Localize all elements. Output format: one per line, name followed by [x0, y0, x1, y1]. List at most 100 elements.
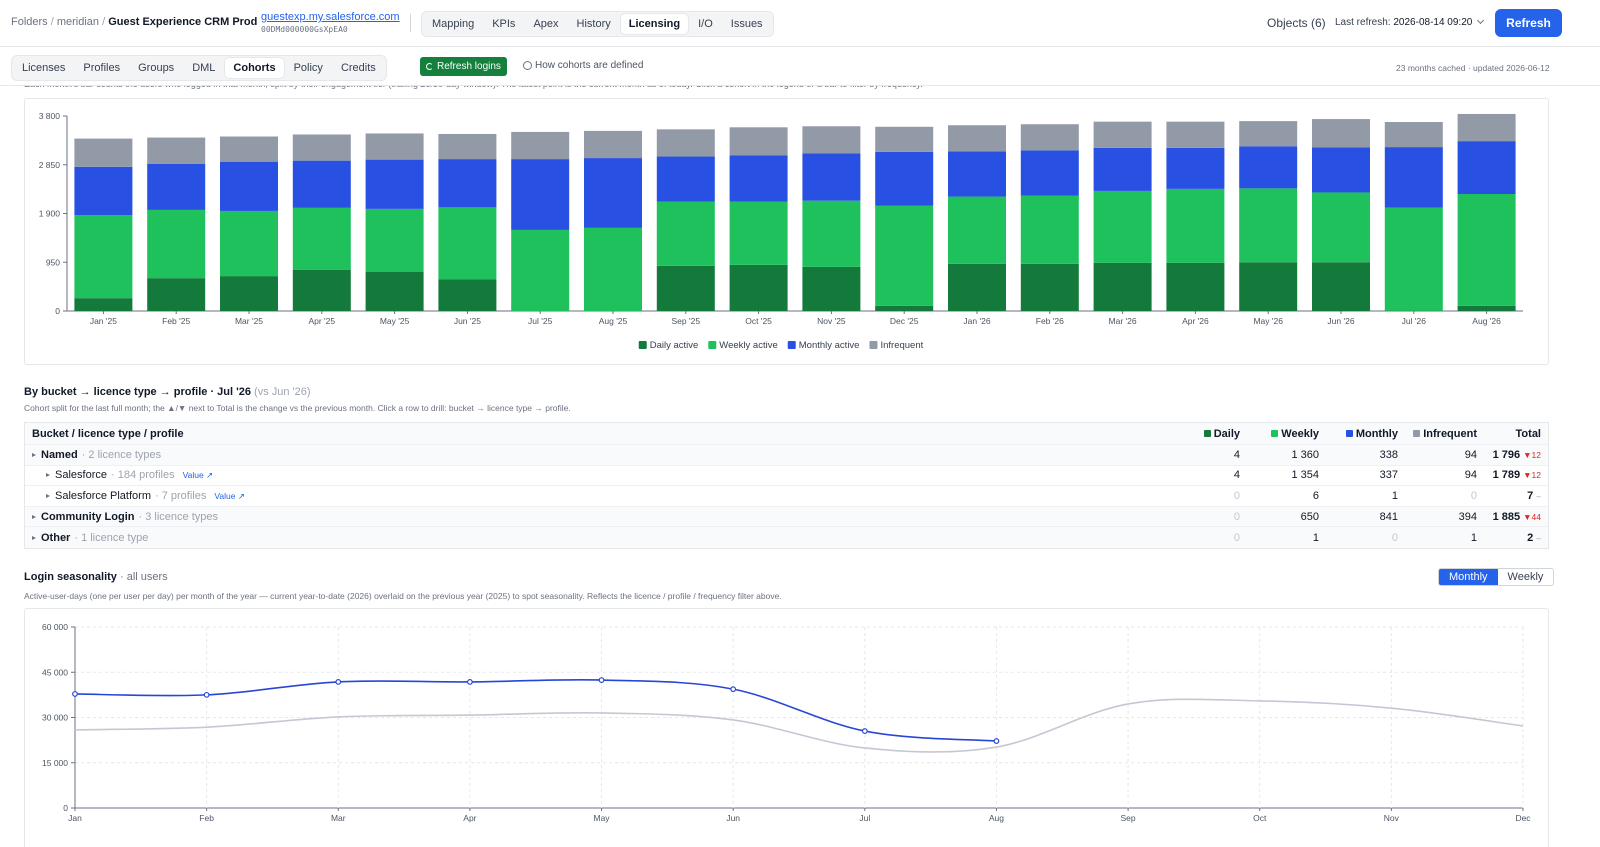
- point[interactable]: [203, 691, 210, 698]
- bar-segment[interactable]: [729, 127, 788, 156]
- tab[interactable]: Profiles: [83, 62, 121, 74]
- bar-segment[interactable]: [74, 215, 133, 299]
- bar-segment[interactable]: [656, 201, 715, 266]
- bar-segment[interactable]: [220, 276, 278, 311]
- value-link[interactable]: Value ↗: [214, 490, 245, 501]
- bar-segment[interactable]: [1020, 263, 1079, 311]
- bar-segment[interactable]: [365, 272, 424, 311]
- tab[interactable]: Licenses: [22, 62, 66, 74]
- bar-segment[interactable]: [438, 279, 497, 311]
- toggle-option[interactable]: Monthly: [1439, 569, 1498, 585]
- bar-segment[interactable]: [511, 159, 570, 230]
- bar-segment[interactable]: [948, 263, 1006, 311]
- bar-segment[interactable]: [584, 227, 642, 311]
- legend-label[interactable]: Weekly active: [719, 340, 777, 351]
- bar-segment[interactable]: [1020, 150, 1079, 196]
- bar-segment[interactable]: [1093, 190, 1152, 263]
- tab[interactable]: Policy: [293, 62, 323, 74]
- bar-segment[interactable]: [584, 130, 642, 159]
- bar-segment[interactable]: [147, 163, 206, 210]
- bar-segment[interactable]: [1166, 121, 1225, 148]
- point[interactable]: [335, 679, 342, 685]
- bar-segment[interactable]: [1384, 122, 1443, 148]
- bar-segment[interactable]: [74, 166, 133, 216]
- bar-segment[interactable]: [438, 133, 497, 160]
- table-row[interactable]: Named · 2 licence types 4 1 360 338 94 1 796 ▼1…: [25, 445, 1548, 466]
- bar-segment[interactable]: [875, 205, 934, 306]
- bar-segment[interactable]: [802, 153, 861, 201]
- bar-segment[interactable]: [1093, 121, 1152, 148]
- breadcrumb-item[interactable]: meridian: [57, 16, 108, 28]
- bar-segment[interactable]: [147, 137, 206, 164]
- point[interactable]: [861, 728, 868, 734]
- bar-segment[interactable]: [1312, 262, 1370, 311]
- bar-segment[interactable]: [1239, 121, 1298, 147]
- table-row[interactable]: Other · 1 licence type 0 1 0 1 2–: [25, 527, 1548, 548]
- bar-segment[interactable]: [1457, 194, 1516, 306]
- table-row[interactable]: Community Login · 3 licence types 0 650 841 3…: [25, 506, 1548, 528]
- bar-segment[interactable]: [1239, 146, 1298, 189]
- bar-segment[interactable]: [74, 298, 133, 311]
- point[interactable]: [730, 686, 737, 693]
- bar-segment[interactable]: [1457, 141, 1516, 194]
- tab[interactable]: Credits: [340, 62, 376, 74]
- point[interactable]: [467, 679, 473, 685]
- point[interactable]: [993, 738, 1000, 744]
- bar-segment[interactable]: [875, 151, 934, 206]
- nav-item[interactable]: Licensing: [620, 14, 689, 34]
- bar-segment[interactable]: [74, 138, 133, 167]
- bar-segment[interactable]: [1384, 147, 1443, 208]
- tab[interactable]: Cohorts: [225, 58, 284, 78]
- bar-segment[interactable]: [365, 133, 424, 160]
- nav-item[interactable]: History: [576, 18, 611, 30]
- bar-segment[interactable]: [365, 208, 424, 272]
- bar-segment[interactable]: [292, 207, 351, 270]
- bar-segment[interactable]: [1166, 188, 1225, 263]
- legend-label[interactable]: Infrequent: [880, 340, 923, 351]
- bar-segment[interactable]: [584, 158, 642, 228]
- bar-segment[interactable]: [729, 264, 788, 311]
- bar-segment[interactable]: [438, 159, 497, 208]
- bar-segment[interactable]: [1020, 195, 1079, 264]
- bar-segment[interactable]: [147, 209, 206, 279]
- bar-segment[interactable]: [656, 265, 715, 311]
- tab[interactable]: Groups: [138, 62, 175, 74]
- nav-item[interactable]: Mapping: [432, 18, 475, 30]
- bar-segment[interactable]: [875, 126, 934, 152]
- bar-segment[interactable]: [875, 305, 934, 311]
- tab[interactable]: DML: [192, 62, 216, 74]
- nav-item[interactable]: KPIs: [492, 18, 516, 30]
- bar-segment[interactable]: [1457, 113, 1516, 142]
- legend-label[interactable]: Daily active: [650, 340, 699, 351]
- bar-segment[interactable]: [948, 125, 1006, 152]
- nav-item[interactable]: I/O: [698, 18, 713, 30]
- table-row[interactable]: Salesforce Platform · 7 profiles Value ↗ 0 6…: [25, 486, 1548, 507]
- bar-segment[interactable]: [1093, 262, 1152, 311]
- bar-segment[interactable]: [438, 207, 497, 280]
- refresh-button[interactable]: Refresh: [1495, 9, 1562, 37]
- bar-segment[interactable]: [292, 269, 351, 311]
- bar-segment[interactable]: [802, 200, 861, 267]
- nav-item[interactable]: Apex: [533, 18, 559, 30]
- bar-segment[interactable]: [802, 126, 861, 154]
- bar-segment[interactable]: [220, 210, 278, 277]
- bar-segment[interactable]: [729, 155, 788, 202]
- bar-segment[interactable]: [1457, 305, 1516, 311]
- bar-segment[interactable]: [292, 160, 351, 208]
- legend-label[interactable]: Monthly active: [799, 340, 860, 351]
- bar-segment[interactable]: [1239, 262, 1298, 311]
- nav-item[interactable]: Issues: [730, 18, 763, 30]
- bar-segment[interactable]: [1312, 119, 1370, 148]
- bar-segment[interactable]: [948, 151, 1006, 197]
- bar-segment[interactable]: [656, 156, 715, 202]
- table-row[interactable]: Salesforce · 184 profiles Value ↗ 4 1 354 337…: [25, 466, 1548, 487]
- bar-segment[interactable]: [1020, 124, 1079, 151]
- point[interactable]: [72, 691, 78, 697]
- bar-segment[interactable]: [1312, 192, 1370, 263]
- bar-segment[interactable]: [220, 161, 278, 211]
- bar-segment[interactable]: [147, 278, 206, 311]
- last-refresh[interactable]: Last refresh: 2026-08-14 09:20: [1335, 16, 1485, 28]
- objects[interactable]: Objects (6): [1267, 16, 1326, 30]
- org-url[interactable]: guestexp.my.salesforce.com: [261, 11, 400, 23]
- value-link[interactable]: Value ↗: [182, 470, 214, 481]
